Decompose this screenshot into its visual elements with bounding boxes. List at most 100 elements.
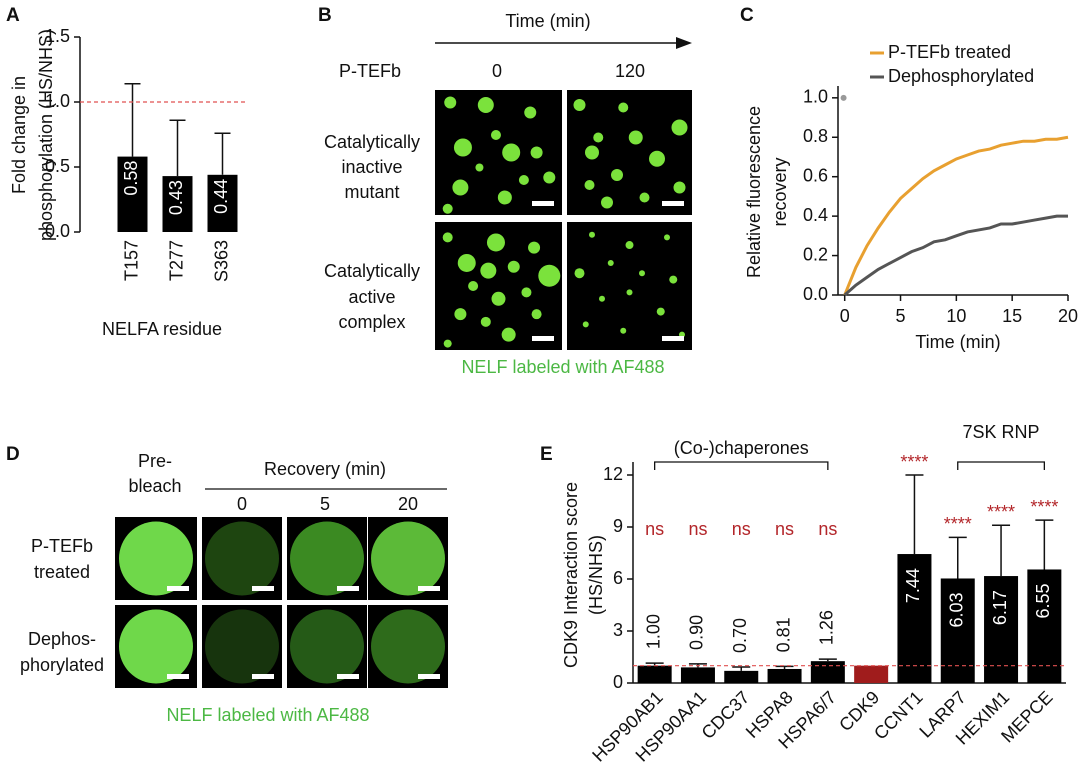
row-label: complex [338, 312, 405, 332]
droplet [442, 203, 453, 214]
bar [207, 174, 238, 232]
droplet [620, 327, 627, 334]
row-label: Catalytically [324, 261, 420, 281]
droplet [454, 308, 467, 321]
droplet [639, 192, 650, 203]
panel-label: C [740, 5, 754, 26]
x-tick-label: CDC37 [698, 687, 754, 743]
row-label: Catalytically [324, 132, 420, 152]
panel-label: B [318, 5, 332, 26]
y-axis-label: recovery [770, 157, 790, 226]
value-label: 6.55 [1033, 583, 1053, 618]
scale-bar [252, 586, 274, 591]
y-tick-label: 0.4 [803, 205, 828, 225]
scale-bar [252, 674, 274, 679]
droplet [480, 262, 497, 279]
significance-label: **** [900, 452, 928, 472]
y-tick-label: 1.5 [45, 26, 70, 46]
droplet [119, 521, 193, 596]
scale-bar [418, 674, 440, 679]
line-series [843, 214, 1068, 297]
x-tick-label: S363 [211, 240, 231, 282]
droplet [625, 241, 634, 250]
droplet [628, 130, 643, 145]
legend-label: P-TEFb treated [888, 42, 1011, 62]
bar [897, 554, 932, 683]
droplet [593, 132, 604, 143]
droplet [442, 232, 453, 243]
y-axis-label: Fold change in [9, 76, 29, 194]
group-bracket [654, 461, 829, 470]
error-bar [1035, 519, 1054, 570]
x-tick-label: 15 [1002, 306, 1022, 326]
droplet [673, 181, 686, 194]
x-tick-label: 10 [946, 306, 966, 326]
significance-label: ns [775, 519, 794, 539]
value-label: 6.03 [947, 592, 967, 627]
bar [680, 667, 715, 683]
droplet [589, 231, 595, 238]
bar [637, 665, 672, 683]
row-label: inactive [341, 157, 402, 177]
y-tick-label: 6 [613, 568, 623, 588]
droplet [574, 268, 585, 279]
error-bar [169, 119, 186, 177]
y-tick-label: 0.2 [803, 244, 828, 264]
y-tick-label: 1.0 [803, 87, 828, 107]
droplet [444, 96, 457, 109]
x-tick-label: T277 [166, 240, 186, 281]
scale-bar [532, 201, 554, 206]
droplet [475, 163, 484, 172]
caption: NELF labeled with AF488 [461, 357, 664, 377]
error-bar [124, 83, 141, 157]
row-label: Dephos- [28, 629, 96, 649]
value-label: 0.44 [211, 179, 231, 214]
droplet [521, 287, 532, 298]
y-tick-label: 9 [613, 516, 623, 536]
caption: NELF labeled with AF488 [166, 705, 369, 725]
significance-label: ns [688, 519, 707, 539]
droplet [543, 171, 556, 184]
column-label: 5 [320, 494, 330, 514]
error-bar [732, 666, 751, 671]
value-label: 0.81 [773, 617, 793, 652]
arrow-head [676, 37, 692, 49]
error-bar [775, 665, 794, 669]
scale-bar [167, 674, 189, 679]
significance-label: ns [818, 519, 837, 539]
row-label: active [348, 287, 395, 307]
y-tick-label: 0.8 [803, 126, 828, 146]
value-label: 6.17 [990, 590, 1010, 625]
column-label: 0 [492, 61, 502, 81]
droplet [480, 316, 491, 327]
droplet [491, 291, 506, 306]
row-header: P-TEFb [339, 61, 401, 81]
row-label: treated [34, 562, 90, 582]
x-tick-label: CCNT1 [870, 687, 927, 744]
y-tick-label: 0 [613, 672, 623, 692]
droplet [502, 143, 521, 162]
droplet [664, 234, 670, 241]
droplet [507, 260, 520, 273]
prebleach-label: Pre- [138, 451, 172, 471]
x-axis-label: NELFA residue [102, 319, 222, 339]
row-label: phorylated [20, 655, 104, 675]
bar [854, 665, 889, 683]
bar [162, 176, 193, 232]
scale-bar [167, 586, 189, 591]
droplet [585, 145, 599, 160]
panel-label: D [6, 444, 20, 465]
y-tick-label: 12 [603, 464, 623, 484]
value-label: 0.90 [687, 615, 707, 650]
droplet [457, 253, 476, 272]
droplet [607, 259, 614, 266]
recovery-label: Recovery (min) [264, 459, 386, 479]
row-label: mutant [344, 182, 399, 202]
y-tick-label: 0.0 [803, 284, 828, 304]
group-label: (Co-)chaperones [674, 438, 809, 458]
droplet [443, 339, 452, 348]
x-tick-label: 5 [896, 306, 906, 326]
scale-bar [662, 336, 684, 341]
point [840, 94, 847, 101]
